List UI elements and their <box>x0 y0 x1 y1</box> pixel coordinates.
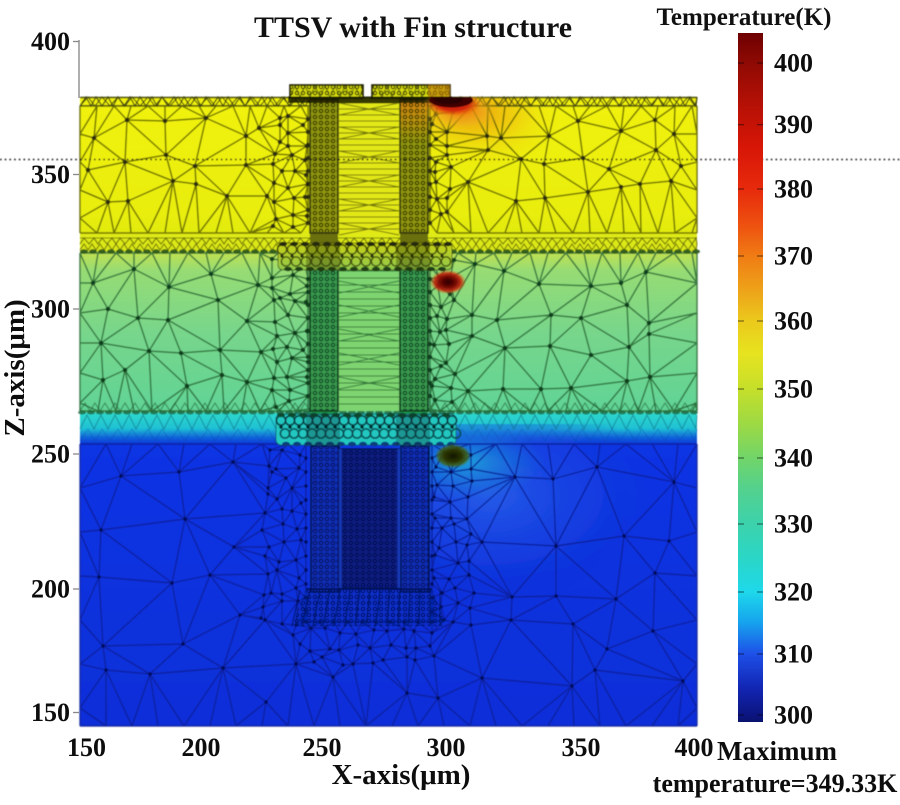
svg-text:350: 350 <box>31 160 70 189</box>
svg-text:200: 200 <box>31 575 70 604</box>
svg-text:400: 400 <box>774 49 813 78</box>
svg-text:150: 150 <box>31 698 70 727</box>
svg-text:Maximum: Maximum <box>717 736 837 766</box>
svg-text:Z-axis(μm): Z-axis(μm) <box>0 299 31 436</box>
svg-text:350: 350 <box>774 375 813 404</box>
svg-text:390: 390 <box>774 110 813 139</box>
svg-text:320: 320 <box>774 578 813 607</box>
svg-text:340: 340 <box>774 444 813 473</box>
svg-text:200: 200 <box>182 733 221 762</box>
svg-text:250: 250 <box>303 733 342 762</box>
svg-text:380: 380 <box>774 175 813 204</box>
svg-text:400: 400 <box>31 27 70 56</box>
svg-text:temperature=349.33K: temperature=349.33K <box>653 769 898 798</box>
svg-text:Temperature(K): Temperature(K) <box>657 4 832 31</box>
svg-text:300: 300 <box>427 733 466 762</box>
svg-text:300: 300 <box>31 295 70 324</box>
svg-text:310: 310 <box>774 640 813 669</box>
svg-text:400: 400 <box>675 733 714 762</box>
svg-text:TTSV with Fin structure: TTSV with Fin structure <box>254 11 572 44</box>
svg-text:370: 370 <box>774 242 813 271</box>
svg-text:330: 330 <box>774 510 813 539</box>
svg-text:250: 250 <box>31 440 70 469</box>
svg-text:300: 300 <box>774 701 813 730</box>
svg-text:X-axis(μm): X-axis(μm) <box>332 759 471 791</box>
svg-text:360: 360 <box>774 307 813 336</box>
svg-text:350: 350 <box>562 733 601 762</box>
svg-text:150: 150 <box>67 733 106 762</box>
